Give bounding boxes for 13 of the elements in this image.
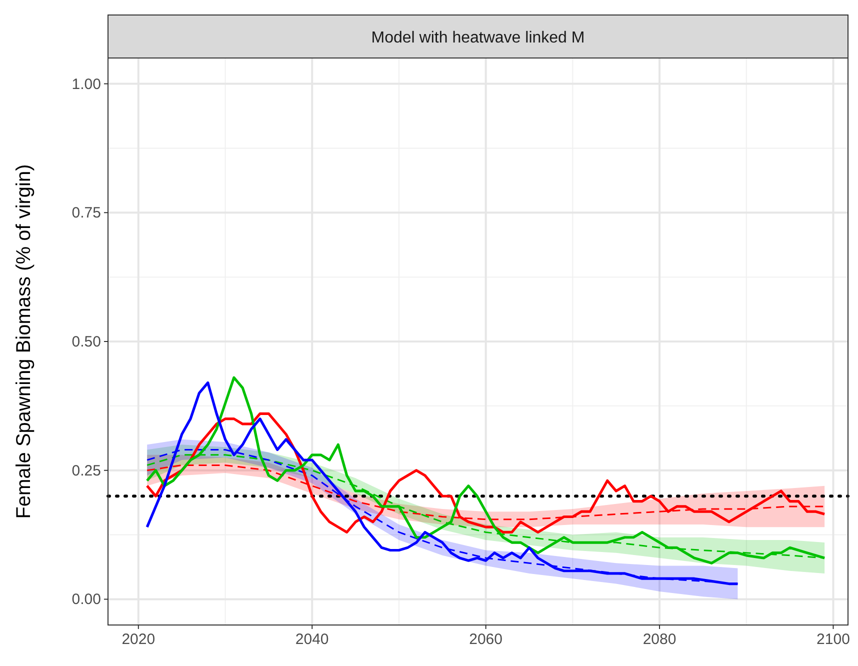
x-tick-label: 2020	[122, 631, 156, 648]
y-axis-title: Female Spawning Biomass (% of virgin)	[13, 164, 35, 519]
chart-title: Model with heatwave linked M	[371, 30, 585, 46]
y-tick-label: 1.00	[72, 76, 101, 93]
x-tick-label: 2060	[469, 631, 503, 648]
x-tick-label: 2040	[295, 631, 329, 648]
x-tick-label: 2080	[642, 631, 676, 648]
y-tick-label: 0.50	[72, 334, 101, 350]
y-tick-label: 0.75	[72, 204, 101, 222]
x-tick-label: 2100	[816, 631, 850, 648]
y-tick-label: 0.25	[72, 462, 101, 480]
line-series	[146, 412, 826, 534]
y-tick-label: 0.00	[72, 591, 101, 608]
